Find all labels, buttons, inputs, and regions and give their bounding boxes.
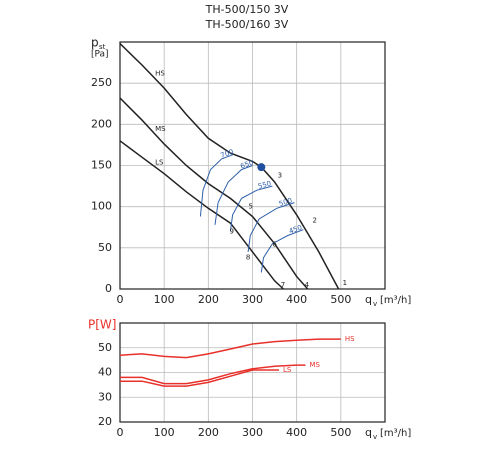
y-axis-label: p bbox=[91, 36, 99, 50]
x-axis-unit: [m³/h] bbox=[380, 295, 411, 306]
curve-number: 4 bbox=[305, 281, 310, 289]
series-line bbox=[247, 202, 295, 252]
series-label: HS bbox=[155, 70, 165, 78]
series-line bbox=[119, 97, 309, 290]
curve-number: 6 bbox=[272, 241, 277, 249]
series-line bbox=[119, 140, 284, 290]
curve-number: 3 bbox=[278, 171, 282, 179]
x-tick-label: 100 bbox=[154, 426, 175, 439]
series-line bbox=[214, 165, 253, 225]
series-line bbox=[119, 43, 340, 290]
y-tick-label: 50 bbox=[98, 341, 112, 354]
y-tick-label: 200 bbox=[91, 117, 112, 130]
x-tick-label: 200 bbox=[198, 293, 219, 306]
x-tick-label: 300 bbox=[242, 293, 263, 306]
series-label: LS bbox=[155, 159, 164, 167]
curve-number: 5 bbox=[248, 203, 252, 211]
curve-number: 2 bbox=[313, 217, 317, 225]
x-tick-label: 200 bbox=[198, 426, 219, 439]
y-tick-label: 250 bbox=[91, 76, 112, 89]
series-label: MS bbox=[310, 361, 321, 369]
y-tick-label: 30 bbox=[98, 390, 112, 403]
series-label: MS bbox=[155, 125, 166, 133]
x-tick-label: 500 bbox=[330, 293, 351, 306]
y-tick-label: 100 bbox=[91, 200, 112, 213]
curve-number: 9 bbox=[230, 227, 234, 235]
x-tick-label: 300 bbox=[242, 426, 263, 439]
title-line: TH-500/160 3V bbox=[205, 18, 289, 31]
series-line bbox=[229, 185, 273, 232]
x-tick-label: 400 bbox=[286, 293, 307, 306]
y-tick-label: 0 bbox=[105, 282, 112, 295]
curve-number: 1 bbox=[343, 279, 347, 287]
series-line bbox=[120, 364, 306, 385]
x-tick-label: 100 bbox=[154, 293, 175, 306]
series-label: 550 bbox=[257, 180, 272, 191]
series-label: LS bbox=[283, 366, 292, 374]
operating-point bbox=[257, 163, 266, 172]
x-axis-label-sub: v bbox=[373, 433, 377, 441]
y-tick-label: 20 bbox=[98, 415, 112, 428]
y-axis-label-sub: st bbox=[99, 43, 106, 51]
y-tick-label: 50 bbox=[98, 241, 112, 254]
y-tick-label: 40 bbox=[98, 366, 112, 379]
series-label: 500 bbox=[278, 197, 293, 209]
plot-frame bbox=[119, 41, 386, 290]
x-tick-label: 400 bbox=[286, 426, 307, 439]
curve-number: 7 bbox=[281, 281, 285, 289]
x-axis-label-sub: v bbox=[373, 300, 377, 308]
series-line bbox=[260, 229, 304, 273]
series-label: HS bbox=[345, 335, 355, 343]
x-axis-label: q bbox=[365, 426, 372, 439]
series-label: 700 bbox=[219, 148, 234, 160]
y-axis-label: P[W] bbox=[88, 318, 116, 332]
y-tick-label: 150 bbox=[91, 159, 112, 172]
plot-frame bbox=[119, 322, 386, 423]
series-line bbox=[120, 369, 279, 387]
x-tick-label: 0 bbox=[117, 293, 124, 306]
y-axis-unit: [Pa] bbox=[91, 50, 109, 60]
curve-number: 8 bbox=[246, 254, 250, 262]
series-line bbox=[199, 154, 233, 217]
x-axis-label: q bbox=[365, 293, 372, 306]
title-line: TH-500/150 3V bbox=[205, 3, 289, 16]
x-tick-label: 500 bbox=[330, 426, 351, 439]
series-line bbox=[119, 338, 341, 359]
x-axis-unit: [m³/h] bbox=[380, 428, 411, 439]
x-tick-label: 0 bbox=[117, 426, 124, 439]
series-label: 450 bbox=[288, 224, 303, 236]
